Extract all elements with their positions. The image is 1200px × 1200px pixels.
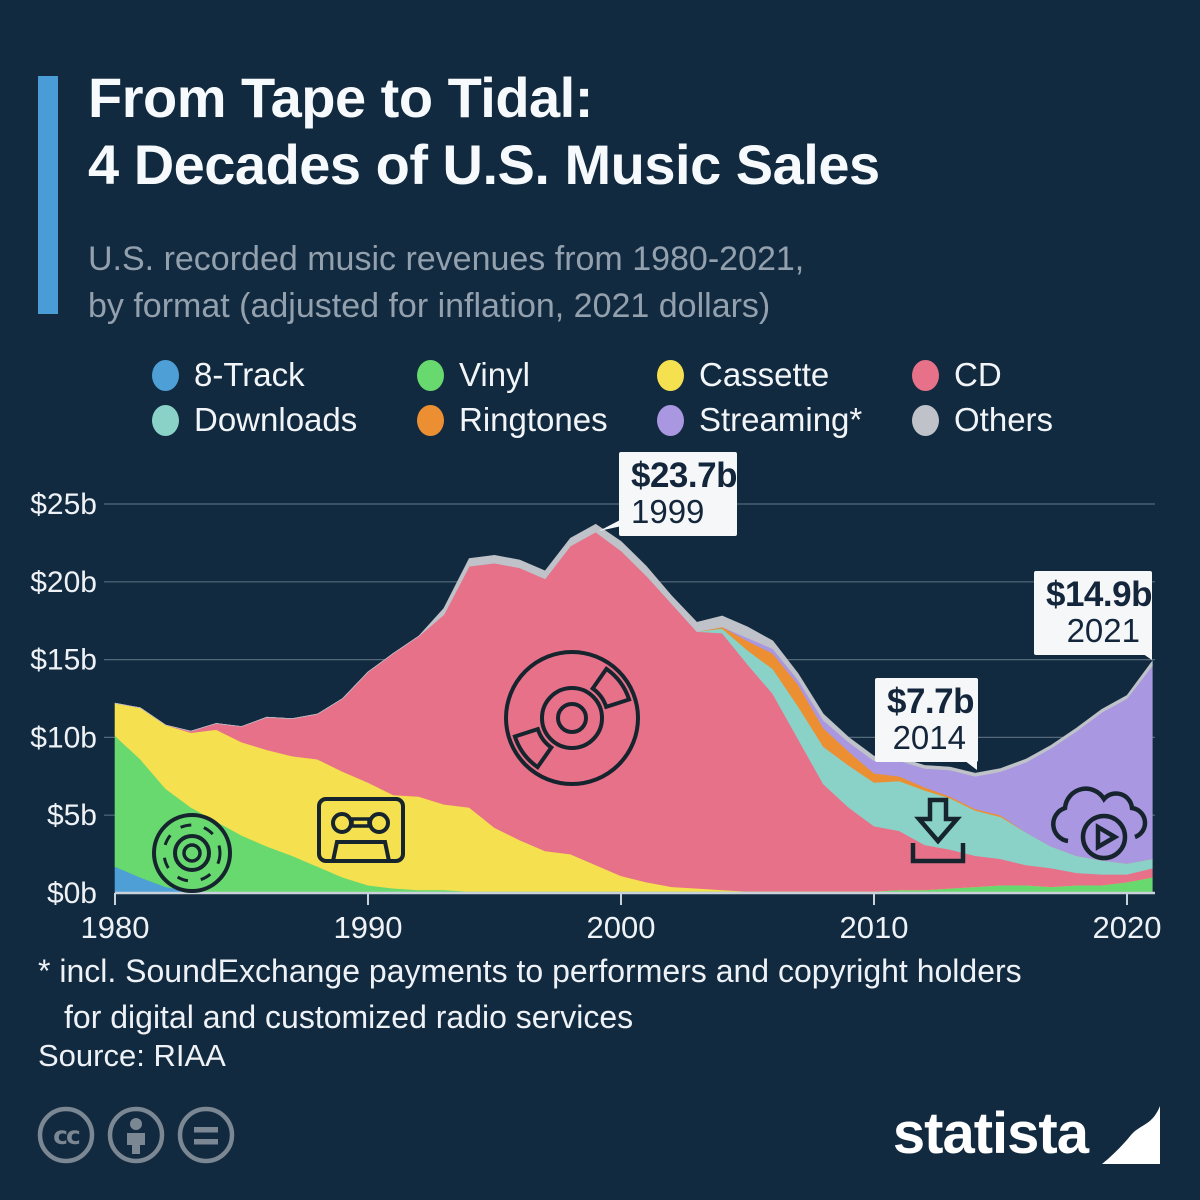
callout-1999: $23.7b 1999 — [619, 452, 737, 536]
title-accent-bar — [38, 76, 58, 314]
x-axis-label: 2010 — [840, 910, 909, 945]
legend-dot-streaming — [657, 404, 684, 436]
vinyl-record-icon — [152, 813, 232, 893]
cassette-icon — [317, 797, 405, 863]
y-axis-label: $10b — [30, 721, 97, 754]
legend-item-others: Others — [912, 401, 1054, 438]
legend-dot-cd — [912, 359, 939, 391]
title-line-1: From Tape to Tidal: — [88, 66, 593, 129]
annotation-value: $23.7b — [631, 456, 737, 495]
legend-item-8-track: 8-Track — [152, 356, 305, 393]
license-icons: cc — [37, 1106, 235, 1164]
legend-dot-downloads — [152, 404, 179, 436]
statista-logo-icon — [1102, 1106, 1160, 1164]
svg-text:cc: cc — [53, 1121, 80, 1150]
legend-label: 8-Track — [194, 356, 305, 393]
legend-dot-others — [912, 404, 939, 436]
footnote: * incl. SoundExchange payments to perfor… — [38, 948, 1022, 1040]
cc-icon — [37, 1106, 95, 1164]
legend-dot-8-track — [152, 359, 179, 391]
y-axis-label: $25b — [30, 488, 97, 521]
legend-item-downloads: Downloads — [152, 401, 358, 438]
y-axis-label: $15b — [30, 644, 97, 677]
legend-item-ringtones: Ringtones — [417, 401, 608, 438]
area-others — [114, 523, 1153, 777]
legend-label: Streaming* — [699, 401, 863, 438]
footnote-line-1: * incl. SoundExchange payments to perfor… — [38, 953, 1022, 989]
annotation-value: $14.9b — [1046, 575, 1152, 614]
legend-item-streaming: Streaming* — [657, 401, 863, 438]
legend-label: Others — [954, 401, 1054, 438]
page-title: From Tape to Tidal: 4 Decades of U.S. Mu… — [88, 64, 880, 198]
annotation-year: 2021 — [1066, 612, 1140, 649]
y-axis-label: $5b — [47, 799, 97, 832]
legend-item-cassette: Cassette — [657, 356, 830, 393]
no-derivatives-icon — [177, 1106, 235, 1164]
legend-dot-ringtones — [417, 404, 444, 436]
title-line-2: 4 Decades of U.S. Music Sales — [88, 133, 880, 196]
legend-label: Cassette — [699, 356, 830, 393]
legend-label: Downloads — [194, 401, 358, 438]
x-axis-label: 1980 — [81, 910, 150, 945]
x-axis-label: 2020 — [1093, 910, 1162, 945]
footnote-line-2: for digital and customized radio service… — [64, 999, 634, 1035]
x-axis-label: 1990 — [334, 910, 403, 945]
legend-item-vinyl: Vinyl — [417, 356, 530, 393]
legend-label: Vinyl — [459, 356, 530, 393]
callout-2021: $14.9b 2021 — [1034, 571, 1152, 655]
y-axis-label: $20b — [30, 566, 97, 599]
callout-2014: $7.7b 2014 — [875, 678, 978, 762]
subtitle-line-2: by format (adjusted for inflation, 2021 … — [88, 287, 771, 325]
annotation-value: $7.7b — [887, 682, 975, 721]
annotation-year: 1999 — [631, 493, 705, 530]
cd-reel-icon — [504, 650, 640, 786]
legend-label: Ringtones — [459, 401, 608, 438]
page-subtitle: U.S. recorded music revenues from 1980-2… — [88, 236, 804, 330]
statista-wordmark: statista — [892, 1101, 1089, 1166]
x-axis-label: 2000 — [587, 910, 656, 945]
subtitle-line-1: U.S. recorded music revenues from 1980-2… — [88, 240, 805, 278]
legend-item-cd: CD — [912, 356, 1002, 393]
legend-dot-vinyl — [417, 359, 444, 391]
annotation-year: 2014 — [892, 719, 966, 756]
attribution-icon — [107, 1106, 165, 1164]
legend-label: CD — [954, 356, 1002, 393]
y-axis-label: $0b — [47, 877, 97, 910]
source-text: Source: RIAA — [38, 1038, 226, 1073]
download-icon — [910, 797, 966, 864]
streaming-cloud-icon — [1051, 786, 1148, 861]
legend-dot-cassette — [657, 359, 684, 391]
